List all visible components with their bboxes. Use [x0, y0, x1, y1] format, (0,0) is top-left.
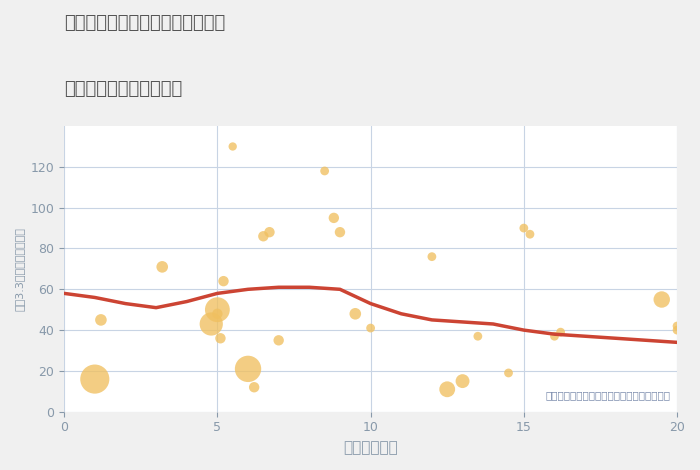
Point	[503, 369, 514, 377]
Text: 駅距離別中古戸建て価格: 駅距離別中古戸建て価格	[64, 80, 183, 98]
Point	[319, 167, 330, 175]
Point	[212, 306, 223, 313]
Point	[555, 329, 566, 336]
Text: 福岡県北九州市小倉北区弁天町の: 福岡県北九州市小倉北区弁天町の	[64, 14, 225, 32]
Point	[473, 332, 484, 340]
Point	[215, 335, 226, 342]
Point	[212, 310, 223, 318]
Point	[273, 337, 284, 344]
Point	[242, 365, 253, 373]
Text: 円の大きさは、取引のあった物件面積を示す: 円の大きさは、取引のあった物件面積を示す	[546, 390, 671, 400]
Point	[218, 277, 229, 285]
Point	[457, 377, 468, 385]
Point	[524, 230, 536, 238]
Point	[350, 310, 361, 318]
Point	[335, 228, 346, 236]
Point	[656, 296, 667, 303]
Point	[248, 384, 260, 391]
Point	[206, 320, 217, 328]
Point	[518, 224, 529, 232]
Point	[264, 228, 275, 236]
Point	[426, 253, 438, 260]
Point	[365, 324, 376, 332]
Point	[227, 143, 238, 150]
Point	[89, 376, 100, 383]
Point	[549, 332, 560, 340]
Y-axis label: 坪（3.3㎡）単価（万円）: 坪（3.3㎡）単価（万円）	[15, 227, 25, 311]
Point	[95, 316, 106, 324]
Point	[258, 233, 269, 240]
Point	[671, 322, 682, 330]
Point	[442, 385, 453, 393]
X-axis label: 駅距離（分）: 駅距離（分）	[343, 440, 398, 455]
Point	[671, 326, 682, 334]
Point	[328, 214, 339, 222]
Point	[157, 263, 168, 271]
